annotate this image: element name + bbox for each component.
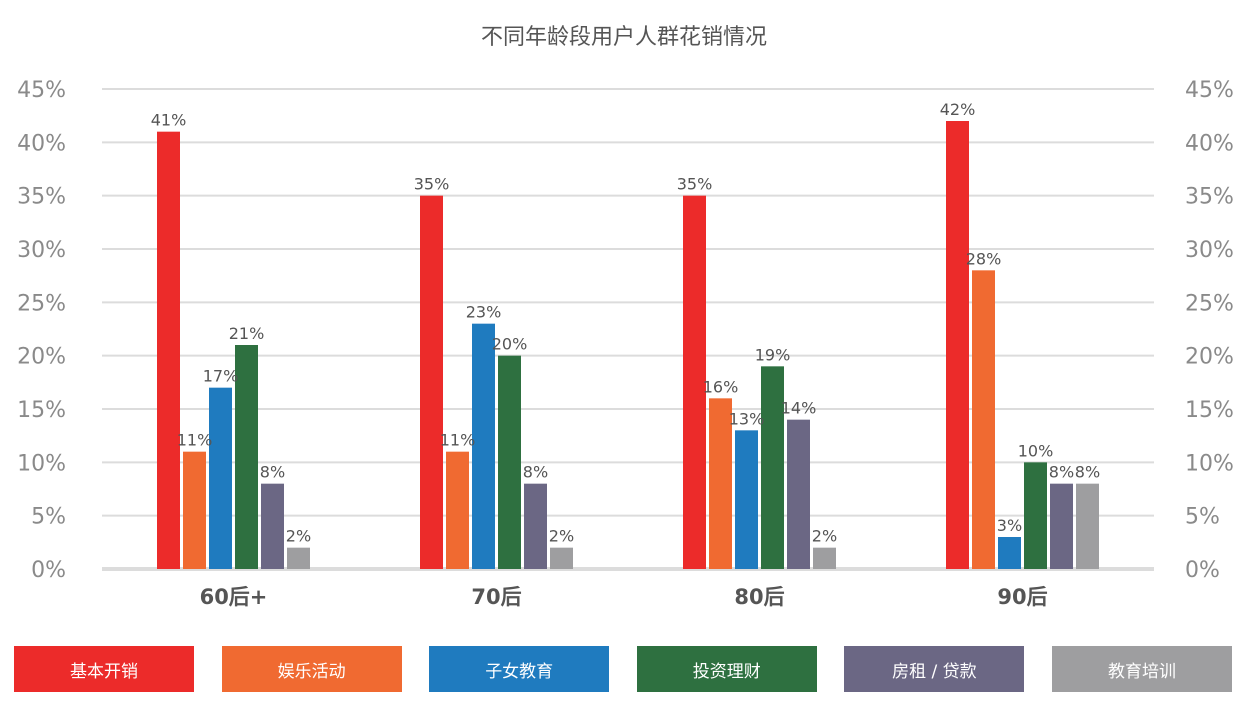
legend-label: 投资理财 [692, 661, 761, 682]
bar [420, 195, 443, 569]
legend-label: 娱乐活动 [277, 661, 346, 682]
y-axis-ticks: 0% 0% 5% 5% 10% 10% 15% 15% 20% 20% 25% 25% 30% 30% 35… [17, 78, 1234, 583]
data-label: 2% [812, 527, 837, 546]
bar [183, 451, 206, 569]
data-label: 11% [177, 431, 213, 450]
x-category-label: 70后 [471, 585, 521, 609]
y-tick-label-right: 30% [1185, 238, 1234, 263]
data-label: 3% [997, 516, 1022, 535]
data-label: 28% [966, 249, 1002, 268]
legend: 基本开销 娱乐活动 子女教育 投资理财 房租 / 贷款 教育培训 [0, 646, 1249, 692]
x-category-label: 60后+ [200, 585, 268, 609]
x-category-label: 90后 [997, 585, 1047, 609]
bar [261, 483, 284, 569]
data-label: 19% [755, 345, 791, 364]
data-label: 13% [729, 409, 765, 428]
data-label: 2% [286, 527, 311, 546]
bar [1050, 483, 1073, 569]
data-label: 41% [151, 111, 187, 130]
y-tick-label-left: 15% [17, 398, 66, 423]
bar [524, 483, 547, 569]
data-label: 35% [414, 175, 450, 194]
data-label: 42% [940, 100, 976, 119]
data-label: 17% [203, 367, 239, 386]
bar [787, 419, 810, 569]
data-label: 11% [440, 431, 476, 450]
data-label: 21% [229, 324, 265, 343]
data-label: 8% [1075, 463, 1100, 482]
legend-item: 子女教育 [429, 646, 610, 692]
data-label: 16% [703, 377, 739, 396]
legend-label: 子女教育 [485, 661, 554, 682]
data-label: 8% [523, 463, 548, 482]
data-label: 8% [260, 463, 285, 482]
data-labels: 41% 11% 17% 21% 8% 2% 35% 11% 23% 20% 8% 2% 35% 16% 13… [151, 100, 1100, 546]
y-tick-label-left: 45% [17, 78, 66, 103]
bars [157, 121, 1099, 569]
bar [761, 366, 784, 569]
bar [998, 537, 1021, 569]
bar [498, 355, 521, 569]
y-tick-label-left: 35% [17, 185, 66, 210]
bar [813, 547, 836, 569]
y-tick-label-left: 0% [31, 558, 66, 583]
x-category-label: 80后 [734, 585, 784, 609]
legend-item: 房租 / 贷款 [844, 646, 1025, 692]
data-label: 2% [549, 527, 574, 546]
y-tick-label-left: 10% [17, 451, 66, 476]
y-tick-label-left: 5% [31, 505, 66, 530]
chart: 不同年龄段用户人群花销情况 0% 0% 5% 5% 10% 10% 15% 15% 20% 20%… [17, 25, 1234, 609]
y-tick-label-left: 25% [17, 291, 66, 316]
y-tick-label-right: 10% [1185, 451, 1234, 476]
y-tick-label-left: 40% [17, 131, 66, 156]
x-axis-categories: 60后+ 70后 80后 90后 [200, 585, 1048, 609]
y-tick-label-right: 45% [1185, 78, 1234, 103]
bar [683, 195, 706, 569]
legend-label: 教育培训 [1108, 661, 1176, 682]
bar [1024, 462, 1047, 569]
y-tick-label-right: 5% [1185, 505, 1220, 530]
bar [287, 547, 310, 569]
y-tick-label-right: 15% [1185, 398, 1234, 423]
legend-item: 基本开销 [14, 646, 194, 692]
bar [209, 387, 232, 569]
chart-title: 不同年龄段用户人群花销情况 [481, 25, 767, 50]
legend-label: 房租 / 贷款 [892, 661, 977, 682]
legend-item: 投资理财 [636, 646, 817, 692]
y-tick-label-right: 35% [1185, 185, 1234, 210]
bar [946, 121, 969, 569]
bar [157, 131, 180, 569]
bar [550, 547, 573, 569]
y-tick-label-left: 20% [17, 345, 66, 370]
data-label: 35% [677, 175, 713, 194]
data-label: 20% [492, 335, 528, 354]
bar [1076, 483, 1099, 569]
legend-item: 教育培训 [1052, 646, 1232, 692]
bar [709, 398, 732, 569]
bar [235, 345, 258, 569]
y-tick-label-left: 30% [17, 238, 66, 263]
y-tick-label-right: 25% [1185, 291, 1234, 316]
data-label: 23% [466, 303, 502, 322]
bar [972, 270, 995, 569]
data-label: 14% [781, 399, 817, 418]
data-label: 10% [1018, 441, 1054, 460]
y-tick-label-right: 0% [1185, 558, 1220, 583]
legend-label: 基本开销 [70, 661, 138, 682]
bar [472, 323, 495, 569]
legend-item: 娱乐活动 [221, 646, 402, 692]
y-tick-label-right: 20% [1185, 345, 1234, 370]
bar [446, 451, 469, 569]
y-tick-label-right: 40% [1185, 131, 1234, 156]
data-label: 8% [1049, 463, 1074, 482]
bar [735, 430, 758, 569]
